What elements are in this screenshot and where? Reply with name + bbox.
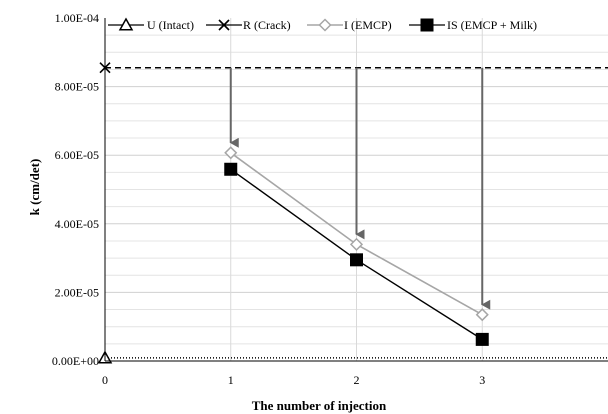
square-marker	[475, 332, 489, 346]
legend-label: IS (EMCP + Milk)	[447, 18, 537, 32]
triangle-marker	[118, 17, 134, 31]
x-tick-label: 0	[102, 373, 108, 387]
legend-label: U (Intact)	[147, 18, 194, 32]
diamond-marker	[349, 237, 364, 251]
diamond-marker	[224, 146, 238, 160]
y-tick-label: 8.00E-05	[55, 80, 99, 94]
x-tick-label: 2	[354, 373, 360, 387]
square-marker	[224, 162, 238, 176]
diamond-marker	[475, 308, 489, 322]
legend-label: R (Crack)	[243, 18, 291, 32]
y-axis-title: k (cm/det)	[27, 159, 42, 216]
legend-item: I (EMCP)	[307, 18, 392, 32]
legend-item: R (Crack)	[206, 18, 291, 32]
data-series	[97, 62, 489, 364]
legend-label: I (EMCP)	[344, 18, 392, 32]
y-tick-label: 6.00E-05	[55, 148, 99, 162]
y-tick-label: 1.00E-04	[55, 11, 99, 25]
legend: U (Intact) R (Crack) I (EMCP) IS (EMCP + Mi…	[108, 17, 537, 32]
reduction-arrows	[229, 67, 491, 310]
x-axis-title: The number of injection	[252, 398, 387, 413]
y-tick-label: 2.00E-05	[55, 285, 99, 299]
legend-item: U (Intact)	[108, 17, 194, 32]
x-tick-label: 3	[479, 373, 485, 387]
x-tick-label: 1	[228, 373, 234, 387]
y-tick-label: 0.00E+00	[52, 354, 99, 368]
square-marker	[350, 253, 363, 267]
legend-item: IS (EMCP + Milk)	[409, 18, 537, 32]
x-marker	[218, 19, 230, 31]
square-marker	[420, 18, 434, 32]
y-tick-label: 4.00E-05	[55, 217, 99, 231]
axes: 0.00E+00 2.00E-05 4.00E-05 6.00E-05 8.00E-05…	[52, 11, 608, 387]
diamond-marker	[318, 18, 332, 32]
